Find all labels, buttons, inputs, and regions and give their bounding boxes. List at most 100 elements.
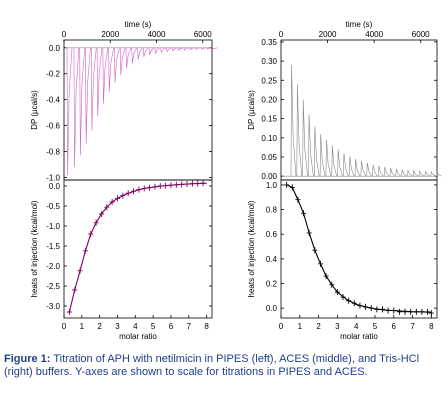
injection-peak (290, 64, 297, 177)
x-axis-label: time (s) (346, 20, 373, 29)
panel-left-top: 0.0 -0.2 -0.4 -0.6 -0.8 -1.0 0 2000 4000 6000 time… (30, 20, 218, 182)
data-point (136, 186, 142, 193)
data-point (385, 307, 391, 314)
data-point (396, 308, 402, 315)
fit-line (286, 184, 432, 314)
y-tick-label: -0.2 (46, 70, 60, 79)
data-point (77, 267, 83, 274)
x-tick-label: 2 (97, 322, 102, 331)
y-tick-label: 0.0 (266, 304, 278, 313)
injection-peak (108, 47, 114, 92)
x-tick-label: 0 (279, 322, 284, 331)
x-axis-label: molar ratio (119, 332, 157, 341)
injection-peak (189, 47, 195, 51)
data-point (163, 182, 169, 189)
data-point (413, 308, 419, 315)
injection-peak (325, 139, 332, 177)
y-tick-label: -0.5 (46, 202, 60, 211)
data-point (284, 181, 290, 188)
y-tick-label: 0.2 (266, 280, 278, 289)
y-tick-label: 0.20 (261, 95, 277, 104)
data-point (368, 305, 374, 312)
y-tick-label: 0.0 (49, 182, 61, 191)
x-tick-label: 8 (429, 322, 434, 331)
data-point (200, 180, 206, 187)
injection-peak (372, 164, 378, 177)
x-axis-label: time (s) (125, 20, 152, 29)
injection-peak (348, 156, 355, 177)
injection-peak (354, 158, 361, 177)
injection-peak (436, 171, 442, 177)
data-point (98, 211, 104, 217)
injection-peak (418, 170, 425, 177)
injection-peak (200, 47, 207, 50)
y-tick-label: -1.0 (46, 222, 60, 231)
x-tick-label: 5 (151, 322, 156, 331)
data-point (379, 306, 385, 313)
injection-peak (73, 47, 80, 168)
data-point (131, 188, 137, 195)
data-point (363, 303, 369, 310)
data-point (157, 183, 163, 189)
data-point (301, 210, 307, 217)
injection-peak (412, 169, 419, 177)
x-tick-label: 7 (187, 322, 192, 331)
data-point (168, 182, 174, 189)
y-tick-label: 0.10 (261, 134, 277, 143)
data-point (289, 184, 295, 191)
injection-peak (337, 149, 343, 177)
injection-peak (137, 47, 143, 60)
y-tick-label: -0.4 (46, 96, 60, 105)
injection-peak (430, 171, 436, 177)
data-point (312, 247, 318, 254)
data-point (66, 309, 72, 315)
caption-label: Figure 1: (4, 353, 51, 365)
data-point (334, 289, 340, 296)
y-tick-label: -2.5 (46, 282, 60, 291)
y-tick-label: 0.30 (261, 57, 277, 66)
x-axis-label: molar ratio (340, 332, 378, 341)
y-tick-label: 0.05 (261, 153, 277, 162)
plot-frame (280, 39, 438, 181)
data-point (357, 302, 363, 309)
injection-peak (114, 47, 120, 83)
y-tick-label: 0.6 (266, 230, 278, 239)
data-point (82, 247, 88, 254)
injection-peak (79, 47, 86, 156)
injection-peak (160, 47, 166, 54)
figure-caption: Figure 1: Titration of APH with netilmic… (4, 353, 444, 379)
x-tick-label: 0 (279, 30, 284, 39)
y-tick-label: -1.0 (46, 173, 60, 182)
data-point (88, 231, 94, 237)
y-tick-label: -1.5 (46, 242, 60, 251)
plot-frame (63, 179, 213, 319)
x-tick-label: 7 (410, 322, 415, 331)
x-tick-label: 3 (115, 322, 120, 331)
data-point (317, 260, 323, 267)
figure: 0.0-0.2-0.4-0.6-0.8-1.00 2000 4000 6000time… (30, 20, 442, 341)
data-point (391, 307, 397, 314)
injection-peak (296, 84, 303, 177)
injection-peak (407, 169, 413, 177)
injection-peak (85, 47, 91, 144)
data-point (152, 183, 158, 190)
injection-peak (343, 153, 349, 177)
y-axis-label: heats of injection (kcal/mol) (247, 200, 256, 297)
plot-frame (63, 39, 213, 181)
injection-peak (195, 47, 201, 50)
x-tick-label: 0 (62, 322, 67, 331)
data-point (340, 294, 346, 301)
injection-peak (96, 47, 103, 117)
injection-peak (319, 133, 326, 177)
x-tick-label: 6000 (412, 30, 430, 39)
y-tick-label: 0.0 (49, 44, 61, 53)
injection-peak (377, 165, 384, 177)
injection-peak (313, 126, 320, 177)
panel-right-top: 0.00 0.05 0.10 0.15 0.20 0.25 0.30 0.350 2000 400… (247, 20, 442, 181)
injection-peak (389, 168, 396, 177)
injection-peak (166, 47, 172, 53)
x-tick-label: 4 (354, 322, 359, 331)
data-point (109, 199, 115, 205)
data-point (428, 310, 434, 317)
y-tick-label: 0.8 (266, 206, 278, 215)
